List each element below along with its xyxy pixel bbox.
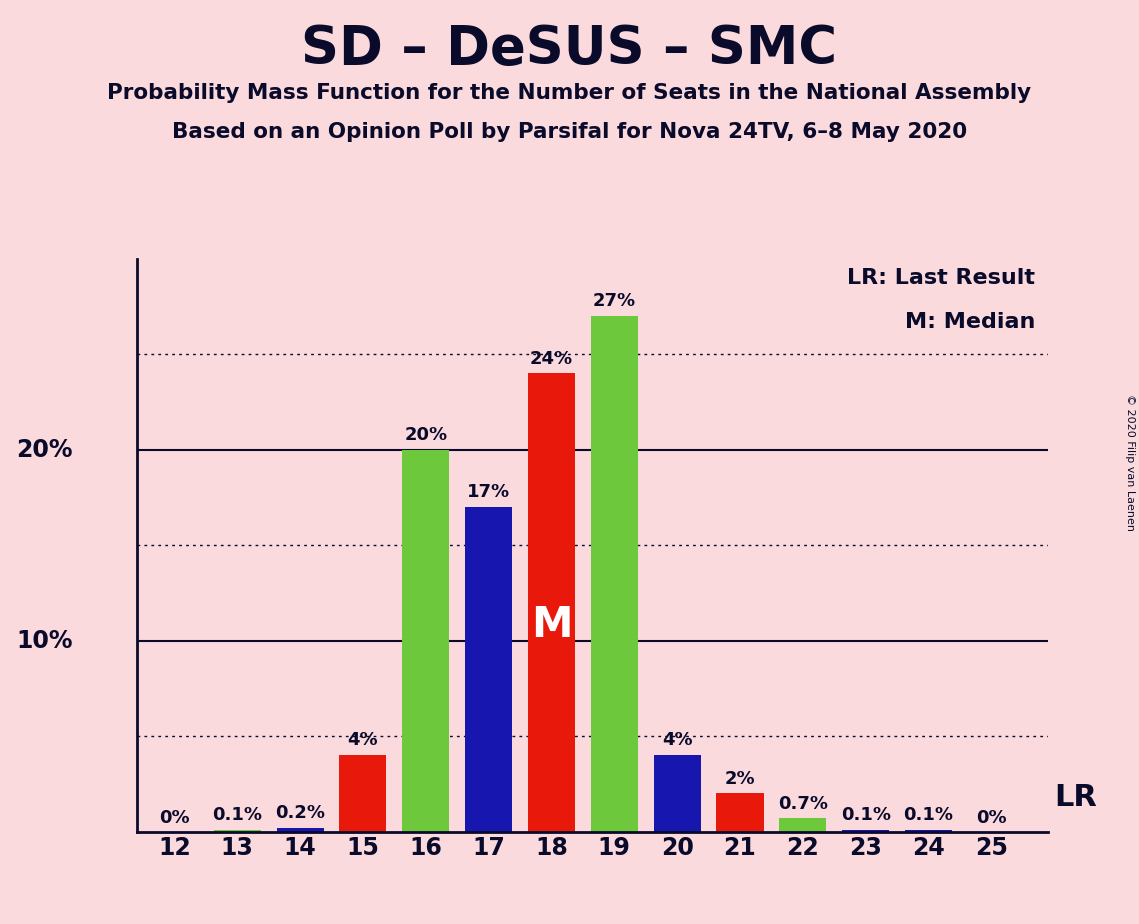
Bar (779, 819, 827, 832)
Bar (339, 755, 386, 832)
Bar (214, 830, 261, 832)
Text: 17%: 17% (467, 483, 510, 501)
Text: 10%: 10% (16, 628, 73, 652)
Text: Based on an Opinion Poll by Parsifal for Nova 24TV, 6–8 May 2020: Based on an Opinion Poll by Parsifal for… (172, 122, 967, 142)
Bar (591, 316, 638, 832)
Text: 0.1%: 0.1% (212, 806, 262, 824)
Bar (904, 830, 952, 832)
Text: 24%: 24% (530, 349, 573, 368)
Text: LR: LR (1055, 783, 1097, 811)
Text: 20%: 20% (404, 426, 448, 444)
Text: M: M (531, 604, 572, 647)
Text: M: Median: M: Median (906, 312, 1035, 333)
Text: Probability Mass Function for the Number of Seats in the National Assembly: Probability Mass Function for the Number… (107, 83, 1032, 103)
Text: 0.1%: 0.1% (903, 806, 953, 824)
Text: 0%: 0% (976, 808, 1007, 827)
Bar (527, 373, 575, 832)
Text: 0%: 0% (159, 808, 190, 827)
Bar (277, 828, 323, 832)
Bar (654, 755, 700, 832)
Bar (716, 794, 763, 832)
Text: 0.1%: 0.1% (841, 806, 891, 824)
Text: 0.7%: 0.7% (778, 795, 828, 812)
Bar (402, 450, 449, 832)
Text: 20%: 20% (16, 438, 73, 462)
Text: 0.2%: 0.2% (274, 804, 325, 822)
Bar (842, 830, 890, 832)
Text: SD – DeSUS – SMC: SD – DeSUS – SMC (302, 23, 837, 75)
Text: © 2020 Filip van Laenen: © 2020 Filip van Laenen (1125, 394, 1134, 530)
Text: LR: Last Result: LR: Last Result (847, 268, 1035, 288)
Text: 4%: 4% (662, 732, 693, 749)
Text: 27%: 27% (592, 292, 636, 310)
Text: 2%: 2% (724, 770, 755, 787)
Text: 4%: 4% (347, 732, 378, 749)
Bar (465, 507, 513, 832)
